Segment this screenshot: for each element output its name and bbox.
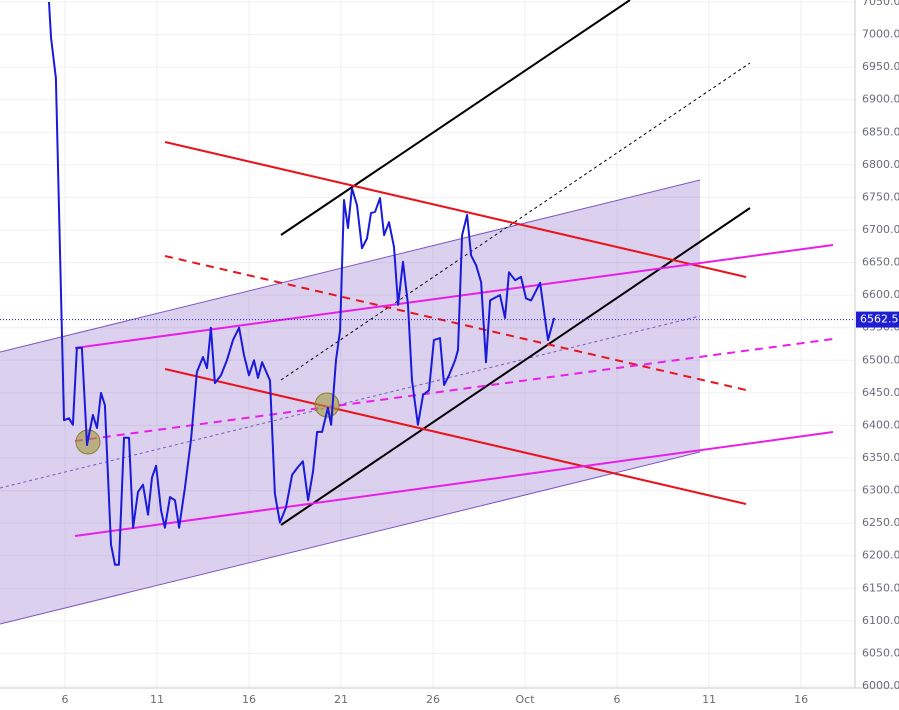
- y-tick-label: 7000.0: [862, 28, 899, 41]
- trend-line: [280, 0, 631, 236]
- labels: 6000.0 6050.0 6100.0 6150.0 6200.0 6250.0 6300…: [61, 0, 899, 706]
- y-tick-label: 6100.0: [862, 614, 899, 627]
- y-tick-label: 6500.0: [862, 353, 899, 366]
- last-price-box: [856, 311, 899, 328]
- channel-bottom: [0, 451, 701, 625]
- y-tick-label: 6450.0: [862, 386, 899, 399]
- y-tick-label: 6400.0: [862, 418, 899, 431]
- y-tick-label: 6300.0: [862, 484, 899, 497]
- trend-mid: [280, 62, 751, 381]
- y-tick-label: 6350.0: [862, 451, 899, 464]
- grid: [0, 0, 855, 688]
- x-tick-label: 16: [242, 693, 256, 706]
- trend-line: [164, 141, 747, 278]
- y-tick-label: 6650.0: [862, 256, 899, 269]
- trend-line: [74, 244, 834, 349]
- y-tick-label: 6800.0: [862, 158, 899, 171]
- y-tick-label: 6000.0: [862, 679, 899, 692]
- trend-mid: [74, 338, 834, 442]
- trend-line: [280, 207, 751, 526]
- price-line: [48, 1, 556, 566]
- x-tick-label: 6: [614, 693, 621, 706]
- x-tick-label: 26: [426, 693, 440, 706]
- last-price-label: 6562.5: [860, 313, 899, 326]
- y-tick-label: 6900.0: [862, 93, 899, 106]
- y-tick-label: 6600.0: [862, 288, 899, 301]
- y-tick-label: 7050.0: [862, 0, 899, 8]
- y-tick-label: 6850.0: [862, 125, 899, 138]
- x-tick-label: 21: [334, 693, 348, 706]
- trend-mid: [164, 255, 747, 391]
- x-tick-label: 16: [794, 693, 808, 706]
- y-tick-label: 6700.0: [862, 223, 899, 236]
- drawings: [0, 0, 834, 625]
- y-tick-label: 6750.0: [862, 190, 899, 203]
- y-tick-label: 6150.0: [862, 581, 899, 594]
- x-tick-label: Oct: [516, 693, 536, 706]
- trend-line: [74, 431, 834, 537]
- series: [0, 1, 855, 566]
- channel-mid: [0, 315, 701, 489]
- x-tick-label: 6: [61, 693, 68, 706]
- trend-line: [164, 368, 747, 505]
- y-tick-label: 6200.0: [862, 549, 899, 562]
- channel-top: [0, 179, 701, 353]
- x-tick-label: 11: [150, 693, 164, 706]
- x-tick-label: 11: [702, 693, 716, 706]
- y-tick-label: 6050.0: [862, 646, 899, 659]
- y-tick-label: 6250.0: [862, 516, 899, 529]
- y-tick-label: 6950.0: [862, 60, 899, 73]
